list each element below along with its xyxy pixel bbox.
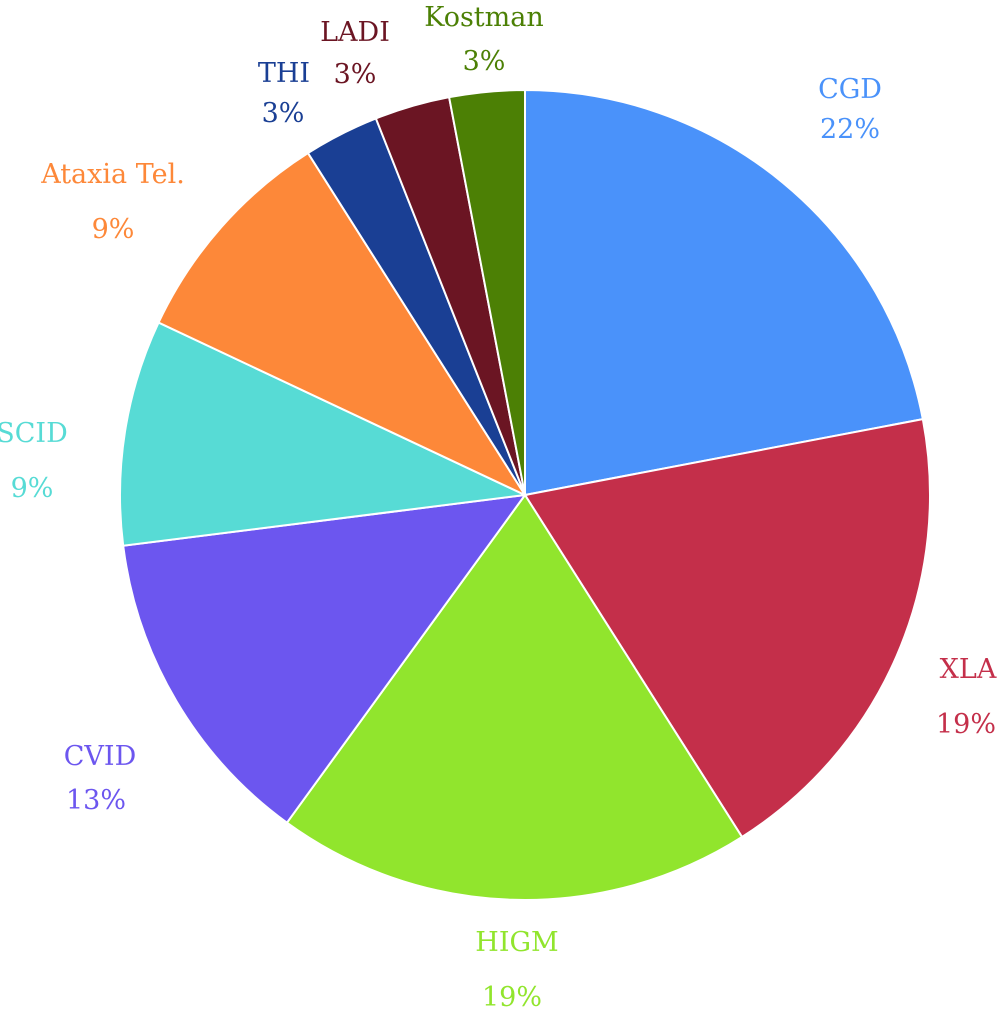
- slice-percent-cvid: 13%: [66, 785, 126, 816]
- slice-percent-cgd: 22%: [820, 114, 880, 145]
- slice-percent-thi: 3%: [262, 98, 305, 129]
- pie-slice-cvid: [122, 493, 528, 825]
- slice-label-cvid: CVID: [64, 741, 136, 772]
- slice-label-higm: HIGM: [475, 927, 558, 958]
- slice-label-ladi: LADI: [320, 17, 390, 48]
- pie-slice-xla: [523, 417, 931, 839]
- pie-slice-kostman: [447, 88, 526, 496]
- slice-label-cgd: CGD: [818, 74, 882, 105]
- slice-label-scid: SCID: [0, 418, 68, 449]
- pie-slice-scid: [119, 321, 529, 547]
- slice-percent-ladi: 3%: [334, 59, 377, 90]
- pie-slice-higm: [285, 493, 744, 901]
- slice-label-xla: XLA: [940, 654, 997, 685]
- slice-percent-kostman: 3%: [463, 46, 506, 77]
- slice-percent-higm: 19%: [482, 982, 542, 1013]
- pie-slice-ataxia-tel: [157, 151, 528, 498]
- slice-percent-xla: 19%: [936, 709, 996, 740]
- slice-percent-scid: 9%: [11, 473, 54, 504]
- slice-label-ataxia-tel: Ataxia Tel.: [40, 159, 185, 190]
- slice-label-kostman: Kostman: [424, 2, 544, 33]
- pie-slices: [119, 88, 931, 901]
- pie-slice-cgd: [524, 88, 924, 497]
- slice-percent-ataxia-tel: 9%: [92, 214, 135, 245]
- slice-label-thi: THI: [258, 58, 310, 89]
